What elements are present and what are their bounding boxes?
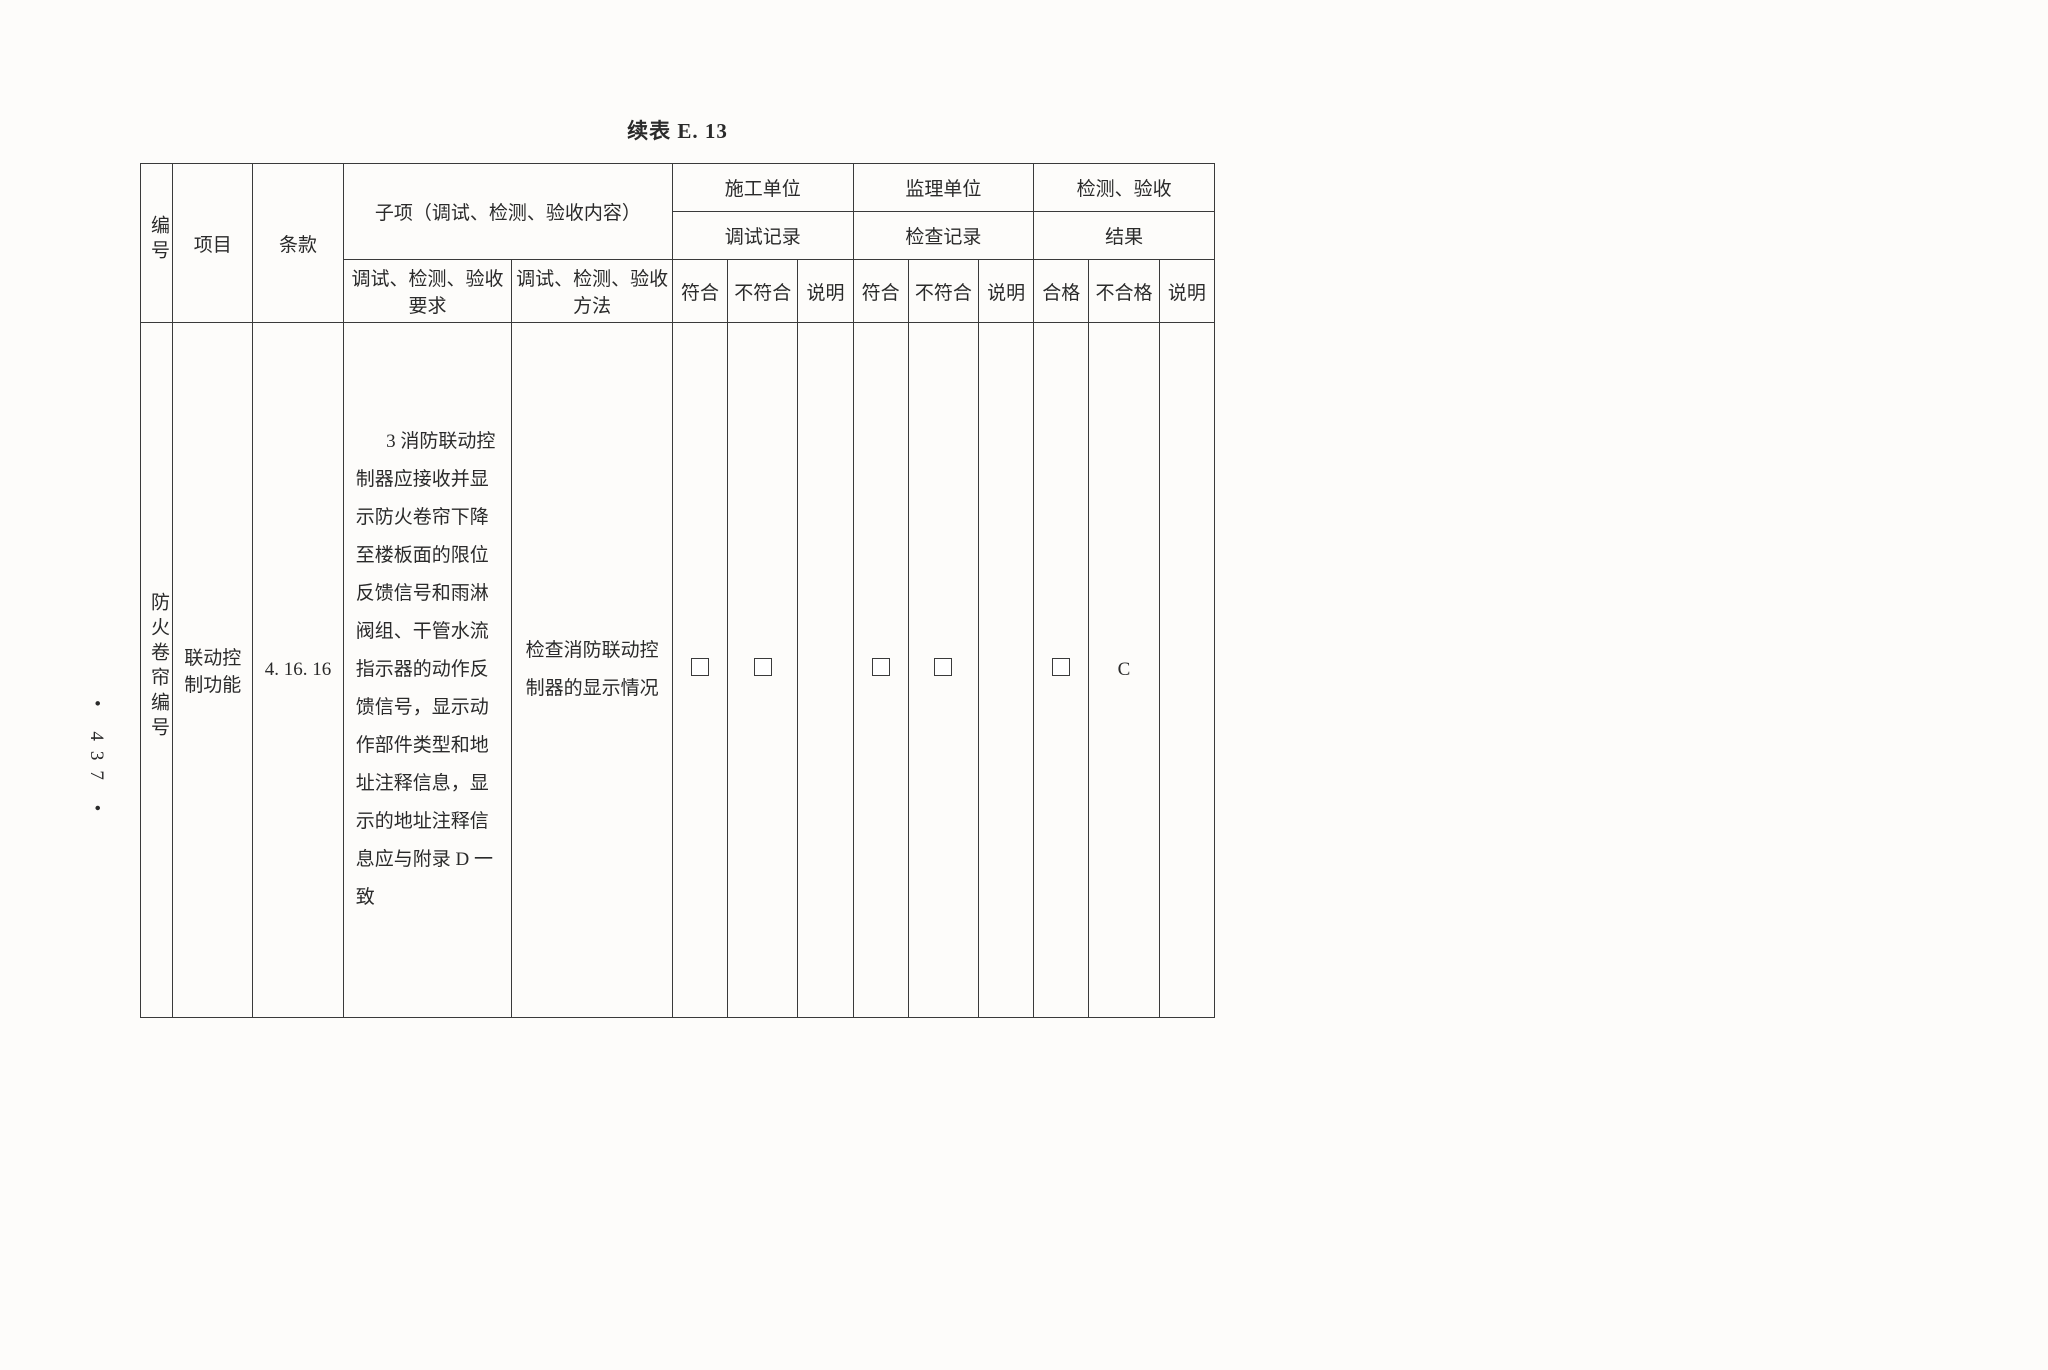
cell-supervision-note bbox=[979, 323, 1034, 1018]
page-number: • 437 • bbox=[85, 700, 107, 821]
checkbox-icon bbox=[1052, 658, 1070, 676]
checkbox-icon bbox=[872, 658, 890, 676]
header-conform-1: 符合 bbox=[672, 260, 727, 323]
checkbox-icon bbox=[754, 658, 772, 676]
table-row: 防火卷帘编号 联动控制功能 4. 16. 16 3 消防联动控制器应接收并显示防… bbox=[141, 323, 1215, 1018]
checkbox-icon bbox=[934, 658, 952, 676]
cell-result-note bbox=[1159, 323, 1214, 1018]
cell-construction-conform bbox=[672, 323, 727, 1018]
header-sub-method: 调试、检测、验收方法 bbox=[512, 260, 673, 323]
requirement-text: 3 消防联动控制器应接收并显示防火卷帘下降至楼板面的限位反馈信号和雨淋阀组、干管… bbox=[356, 431, 496, 908]
header-nonconform-2: 不符合 bbox=[908, 260, 978, 323]
header-nonconform-1: 不符合 bbox=[728, 260, 798, 323]
header-item: 项目 bbox=[173, 164, 253, 323]
cell-construction-nonconform bbox=[728, 323, 798, 1018]
cell-supervision-conform bbox=[853, 323, 908, 1018]
cell-requirement: 3 消防联动控制器应接收并显示防火卷帘下降至楼板面的限位反馈信号和雨淋阀组、干管… bbox=[343, 323, 512, 1018]
cell-serial: 防火卷帘编号 bbox=[141, 323, 173, 1018]
header-note-2: 说明 bbox=[979, 260, 1034, 323]
inspection-table: 编号 项目 条款 子项（调试、检测、验收内容） 施工单位 监理单位 检测、验收 … bbox=[140, 163, 1215, 1018]
header-sub-req: 调试、检测、验收要求 bbox=[343, 260, 512, 323]
cell-construction-note bbox=[798, 323, 853, 1018]
header-note-3: 说明 bbox=[1159, 260, 1214, 323]
header-subitems: 子项（调试、检测、验收内容） bbox=[343, 164, 672, 260]
checkbox-icon bbox=[691, 658, 709, 676]
header-construction-record: 调试记录 bbox=[672, 212, 853, 260]
header-construction-unit: 施工单位 bbox=[672, 164, 853, 212]
table-title: 续表 E. 13 bbox=[140, 115, 1215, 145]
header-clause: 条款 bbox=[253, 164, 343, 323]
header-serial: 编号 bbox=[141, 164, 173, 323]
header-inspection: 检测、验收 bbox=[1034, 164, 1215, 212]
header-supervision-unit: 监理单位 bbox=[853, 164, 1034, 212]
header-supervision-record: 检查记录 bbox=[853, 212, 1034, 260]
header-conform-2: 符合 bbox=[853, 260, 908, 323]
header-fail: 不合格 bbox=[1089, 260, 1159, 323]
page-container: 续表 E. 13 编号 项目 条款 子项（调试、检测、验收内容） 施工单位 监理… bbox=[140, 115, 1215, 1018]
cell-method: 检查消防联动控制器的显示情况 bbox=[512, 323, 673, 1018]
cell-supervision-nonconform bbox=[908, 323, 978, 1018]
header-note-1: 说明 bbox=[798, 260, 853, 323]
header-result: 结果 bbox=[1034, 212, 1215, 260]
cell-result-pass bbox=[1034, 323, 1089, 1018]
cell-result-fail: C bbox=[1089, 323, 1159, 1018]
cell-clause: 4. 16. 16 bbox=[253, 323, 343, 1018]
cell-item: 联动控制功能 bbox=[173, 323, 253, 1018]
header-pass: 合格 bbox=[1034, 260, 1089, 323]
